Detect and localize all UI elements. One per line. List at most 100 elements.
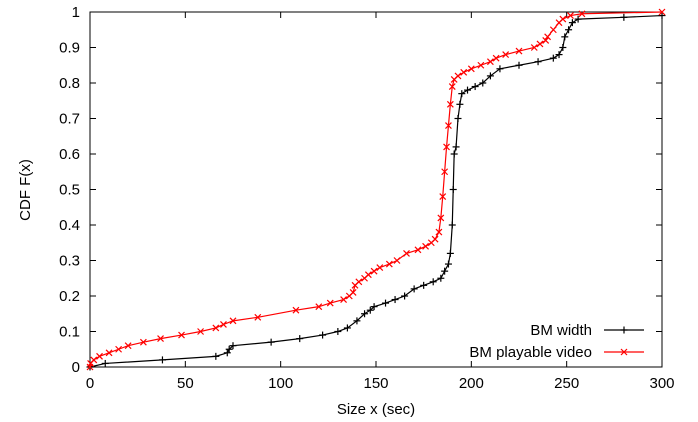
- data-point: [544, 33, 552, 41]
- data-point: [382, 299, 390, 307]
- data-point: [454, 72, 462, 80]
- legend: BM width BM playable video: [469, 322, 644, 361]
- y-tick-label: 0: [72, 359, 80, 376]
- y-tick-label: 0.5: [59, 182, 80, 199]
- data-point: [441, 168, 449, 176]
- data-point: [334, 328, 342, 335]
- data-point: [536, 40, 544, 48]
- x-tick-label: 200: [459, 375, 484, 392]
- series-0: [86, 12, 666, 371]
- data-point: [445, 122, 452, 130]
- data-point: [448, 83, 456, 90]
- data-point: [448, 221, 456, 229]
- data-point: [449, 186, 457, 193]
- data-point: [452, 143, 460, 151]
- x-tick-label: 50: [177, 375, 194, 392]
- axis-ticks: 0 50 100 150 200 250 300 0 0.1 0.2 0.3 0.4 0.5 0.6 0.7…: [59, 4, 674, 392]
- data-point: [197, 328, 205, 335]
- data-point: [620, 13, 628, 21]
- y-tick-label: 0.9: [59, 40, 80, 57]
- data-point: [542, 36, 550, 44]
- data-point: [101, 359, 109, 367]
- data-point: [658, 8, 666, 16]
- data-point: [157, 335, 164, 343]
- data-point: [349, 289, 357, 296]
- data-point: [431, 235, 439, 243]
- data-point: [464, 86, 472, 94]
- y-tick-label: 0.1: [59, 324, 80, 341]
- legend-label-bm-playable-video: BM playable video: [469, 344, 592, 361]
- y-tick-label: 1: [72, 4, 80, 21]
- data-point: [115, 345, 123, 353]
- data-point: [223, 349, 231, 357]
- legend-label-bm-width: BM width: [530, 322, 592, 339]
- x-tick-label: 0: [86, 375, 94, 392]
- data-point: [403, 249, 410, 257]
- data-point: [212, 324, 220, 332]
- y-tick-label: 0.7: [59, 111, 80, 128]
- data-point: [515, 61, 523, 69]
- data-point: [578, 10, 586, 18]
- y-tick-label: 0.2: [59, 288, 80, 305]
- data-point: [534, 58, 542, 66]
- data-point: [364, 271, 372, 279]
- data-point: [366, 306, 374, 314]
- data-point: [296, 335, 304, 343]
- data-point: [340, 296, 348, 303]
- data-point: [401, 292, 409, 300]
- series-group: [86, 8, 666, 371]
- data-point: [496, 65, 504, 73]
- data-point: [353, 317, 361, 325]
- data-point: [315, 303, 323, 311]
- data-point: [370, 267, 378, 275]
- data-point: [458, 90, 466, 98]
- y-tick-label: 0.6: [59, 146, 80, 163]
- data-point: [567, 12, 574, 19]
- x-tick-label: 250: [554, 375, 579, 392]
- data-point: [492, 54, 500, 62]
- x-axis-title: Size x (sec): [337, 401, 415, 418]
- data-point: [124, 342, 132, 350]
- data-point: [422, 242, 429, 250]
- data-point: [437, 274, 445, 282]
- data-point: [471, 83, 479, 91]
- data-point: [90, 356, 98, 364]
- data-point: [502, 51, 510, 59]
- data-point: [343, 324, 351, 332]
- data-point: [178, 331, 185, 339]
- data-point: [559, 44, 567, 51]
- series-line: [89, 14, 663, 368]
- data-point: [267, 338, 275, 346]
- data-point: [391, 296, 399, 304]
- data-point: [549, 54, 557, 62]
- data-point: [292, 306, 300, 314]
- data-point: [444, 260, 452, 268]
- data-point: [370, 303, 378, 311]
- data-point: [479, 79, 487, 87]
- plot-frame: [89, 11, 663, 368]
- data-point: [439, 193, 447, 201]
- data-point: [139, 338, 147, 346]
- data-point: [486, 72, 494, 80]
- data-point: [574, 15, 582, 23]
- data-point: [441, 267, 449, 275]
- legend-sample-bm-playable-video: [604, 348, 644, 356]
- legend-marker: [620, 326, 628, 334]
- x-tick-label: 300: [649, 375, 674, 392]
- data-point: [456, 100, 464, 108]
- y-tick-label: 0.3: [59, 253, 80, 270]
- data-point: [454, 115, 462, 122]
- data-point: [446, 249, 454, 257]
- data-point: [568, 19, 576, 27]
- data-point: [420, 281, 428, 289]
- legend-sample-bm-width: [604, 326, 644, 334]
- data-point: [549, 26, 557, 34]
- data-point: [443, 143, 450, 151]
- y-axis-title: CDF F(x): [17, 159, 34, 221]
- legend-marker: [620, 348, 628, 356]
- data-point: [355, 278, 363, 286]
- data-point: [515, 47, 523, 55]
- data-point: [555, 51, 563, 59]
- data-point: [229, 342, 237, 350]
- data-point: [96, 352, 103, 360]
